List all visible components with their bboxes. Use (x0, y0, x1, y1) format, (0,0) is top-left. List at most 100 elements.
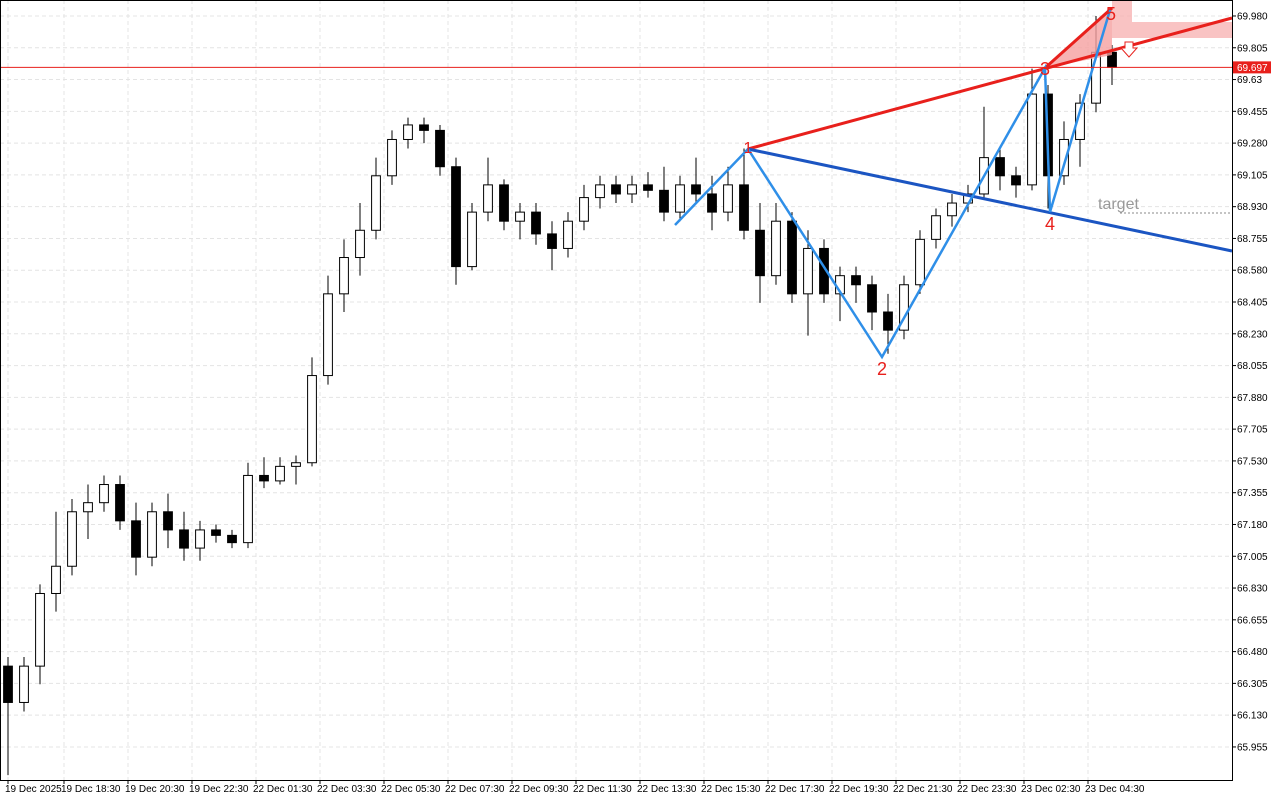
x-tick-label: 22 Dec 07:30 (445, 784, 505, 795)
candle-body (947, 202, 957, 217)
y-tick-label: 69.805 (1237, 43, 1268, 54)
candle-body (691, 184, 701, 195)
y-tick-label: 67.530 (1237, 456, 1268, 467)
y-tick-label: 66.830 (1237, 584, 1268, 595)
candle-body (243, 474, 253, 544)
candle-body (531, 211, 541, 235)
y-tick-label: 67.705 (1237, 425, 1268, 436)
y-tick-label: 67.880 (1237, 393, 1268, 404)
x-tick-label: 22 Dec 21:30 (893, 784, 953, 795)
x-tick-label: 19 Dec 18:30 (61, 784, 121, 795)
candle-body (3, 665, 13, 703)
candle-body (211, 529, 221, 536)
wave-line-1-4 (747, 147, 1233, 253)
candle-body (563, 220, 573, 249)
x-tick-label: 22 Dec 17:30 (765, 784, 825, 795)
candle-body (435, 129, 445, 168)
candle-body (1059, 138, 1069, 177)
x-tick-label: 19 Dec 2025 (5, 784, 62, 795)
y-tick-label: 66.130 (1237, 711, 1268, 722)
y-tick-label: 69.980 (1237, 11, 1268, 22)
candle-body (787, 220, 797, 295)
x-tick-label: 22 Dec 13:30 (637, 784, 697, 795)
y-tick-label: 69.63 (1237, 75, 1262, 86)
wave-label: 3 (1040, 59, 1050, 79)
y-tick-label: 68.405 (1237, 298, 1268, 309)
candle-body (355, 229, 365, 259)
y-tick-label: 68.055 (1237, 361, 1268, 372)
y-tick-label: 68.755 (1237, 234, 1268, 245)
candle-body (723, 184, 733, 213)
y-tick-label: 65.955 (1237, 742, 1268, 753)
target-zone (1112, 0, 1232, 38)
x-tick-label: 19 Dec 20:30 (125, 784, 185, 795)
target-label: target (1098, 196, 1139, 213)
candle-body (419, 124, 429, 131)
candle-body (307, 375, 317, 464)
candle-body (467, 211, 477, 268)
y-tick-label: 66.655 (1237, 615, 1268, 626)
candle-body (483, 184, 493, 213)
candle-body (499, 184, 509, 222)
wave-label: 4 (1045, 214, 1055, 234)
candle-body (1027, 93, 1037, 186)
candle-body (803, 247, 813, 295)
candle-body (179, 529, 189, 549)
candle-body (883, 311, 893, 331)
x-tick-label: 22 Dec 03:30 (317, 784, 377, 795)
candle-body (371, 175, 381, 231)
wave-line-3-5 (1043, 6, 1114, 70)
candle-body (275, 465, 285, 482)
y-tick-label: 69.105 (1237, 170, 1268, 181)
candle-body (547, 233, 557, 249)
candle-body (19, 665, 29, 703)
candle-body (611, 184, 621, 195)
candle-body (51, 565, 61, 594)
candle-body (595, 184, 605, 199)
candle-body (931, 215, 941, 240)
x-tick-label: 22 Dec 11:30 (573, 784, 632, 795)
y-tick-label: 69.455 (1237, 107, 1268, 118)
candle-body (819, 247, 829, 295)
candle-body (515, 211, 525, 222)
x-tick-label: 22 Dec 19:30 (829, 784, 889, 795)
y-tick-label: 69.280 (1237, 139, 1268, 150)
candle-body (83, 502, 93, 513)
wave-label: 5 (1106, 4, 1116, 24)
current-price-box (1233, 61, 1271, 74)
y-tick-label: 67.005 (1237, 552, 1268, 563)
x-tick-label: 22 Dec 15:30 (701, 784, 761, 795)
candle-body (35, 592, 45, 667)
down-arrow (1119, 41, 1139, 58)
candle-body (867, 284, 877, 313)
candle-body (915, 238, 925, 286)
x-tick-label: 23 Dec 04:30 (1085, 784, 1145, 795)
candle-body (851, 275, 861, 286)
candle-body (291, 462, 301, 467)
candle-body (323, 293, 333, 377)
y-tick-label: 66.480 (1237, 647, 1268, 658)
candle-body (195, 529, 205, 549)
plot-frame (0, 0, 1233, 781)
candle-body (163, 511, 173, 531)
grid (0, 0, 1232, 780)
x-tick-label: 22 Dec 09:30 (509, 784, 569, 795)
y-tick-label: 66.305 (1237, 679, 1268, 690)
candle-body (755, 229, 765, 277)
wave-zigzag (674, 9, 1112, 360)
candle-body (403, 124, 413, 140)
candle-body (659, 189, 669, 213)
candle-body (707, 193, 717, 213)
candle-body (115, 484, 125, 522)
candles (3, 15, 1117, 776)
y-tick-label: 68.930 (1237, 202, 1268, 213)
candle-body (451, 166, 461, 268)
x-tick-label: 19 Dec 22:30 (189, 784, 249, 795)
x-tick-label: 23 Dec 02:30 (1021, 784, 1081, 795)
y-tick-label: 68.580 (1237, 266, 1268, 277)
current-price-label: 69.697 (1237, 63, 1268, 74)
candle-body (227, 534, 237, 544)
axes: 69.980 69.805 69.63 69.455 69.280 69.105 68.93… (0, 11, 1271, 795)
candle-body (339, 257, 349, 295)
